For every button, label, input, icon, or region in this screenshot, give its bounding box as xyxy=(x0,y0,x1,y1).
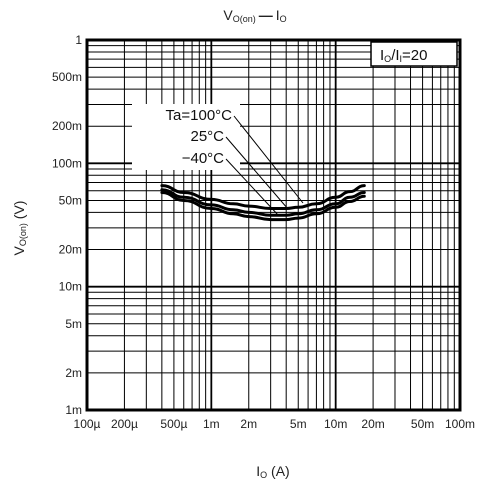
x-tick-label: 2m xyxy=(240,417,257,431)
y-tick-labels: 1m 2m 5m 10m 20m 50m 100m 200m 500m 1 xyxy=(52,33,82,417)
leader-line-25c xyxy=(225,136,289,210)
condition-box xyxy=(370,41,458,67)
condition-tail: =20 xyxy=(402,47,427,64)
x-tick-label: 100m xyxy=(445,417,475,431)
title-tail-sub: O xyxy=(280,14,287,24)
x-tick-label: 500µ xyxy=(160,417,187,431)
series-label-25c: 25°C xyxy=(190,128,224,145)
x-tick-label: 50m xyxy=(411,417,434,431)
ylabel-sub: O(on) xyxy=(18,223,28,246)
ylabel-unit: (V) xyxy=(11,201,27,224)
y-axis-label: VO(on) (V) xyxy=(11,201,28,256)
title-dash: — xyxy=(259,7,273,23)
x-tick-label: 5m xyxy=(290,417,307,431)
y-tick-label: 1 xyxy=(75,33,82,47)
y-tick-label: 5m xyxy=(65,317,82,331)
x-tick-label: 100µ xyxy=(74,417,101,431)
xlabel-sub: O xyxy=(260,470,267,480)
x-tick-labels: 100µ 200µ 500µ 1m 2m 5m 10m 20m 50m 100m xyxy=(74,417,475,431)
x-tick-label: 10m xyxy=(324,417,347,431)
series-line-0 xyxy=(160,184,366,211)
ylabel-main: V xyxy=(11,245,27,255)
x-axis-label: IO (A) xyxy=(256,463,289,480)
y-tick-label: 1m xyxy=(65,403,82,417)
leader-line-100c xyxy=(233,115,304,204)
title-sub: O(on) xyxy=(233,14,256,24)
title-main: V xyxy=(223,7,233,23)
condition-main1: I xyxy=(380,47,384,64)
chart-title: VO(on) — IO xyxy=(223,7,286,24)
x-tick-label: 20m xyxy=(361,417,384,431)
y-tick-label: 50m xyxy=(59,193,82,207)
y-tick-label: 500m xyxy=(52,70,82,84)
series-label-background xyxy=(132,104,240,170)
x-tick-label: 1m xyxy=(203,417,220,431)
leader-line-minus40c xyxy=(225,158,280,217)
condition-label: IO/II=20 xyxy=(380,47,428,64)
series-line-2 xyxy=(160,191,366,222)
condition-mid: /I xyxy=(391,47,399,64)
grid xyxy=(87,40,460,410)
plot-frame xyxy=(85,38,462,412)
y-tick-label: 2m xyxy=(65,366,82,380)
x-tick-label: 200µ xyxy=(111,417,138,431)
y-tick-label: 200m xyxy=(52,119,82,133)
condition-sub2: I xyxy=(400,54,403,64)
y-tick-label: 100m xyxy=(52,156,82,170)
xlabel-unit: (A) xyxy=(267,463,290,479)
y-tick-label: 20m xyxy=(59,243,82,257)
xlabel-main: I xyxy=(256,463,260,479)
title-tail-main: I xyxy=(276,7,280,23)
series-label-100c: Ta=100°C xyxy=(166,107,233,124)
series-label-minus40c: −40°C xyxy=(182,150,224,167)
condition-sub1: O xyxy=(384,54,391,64)
y-tick-label: 10m xyxy=(59,280,82,294)
